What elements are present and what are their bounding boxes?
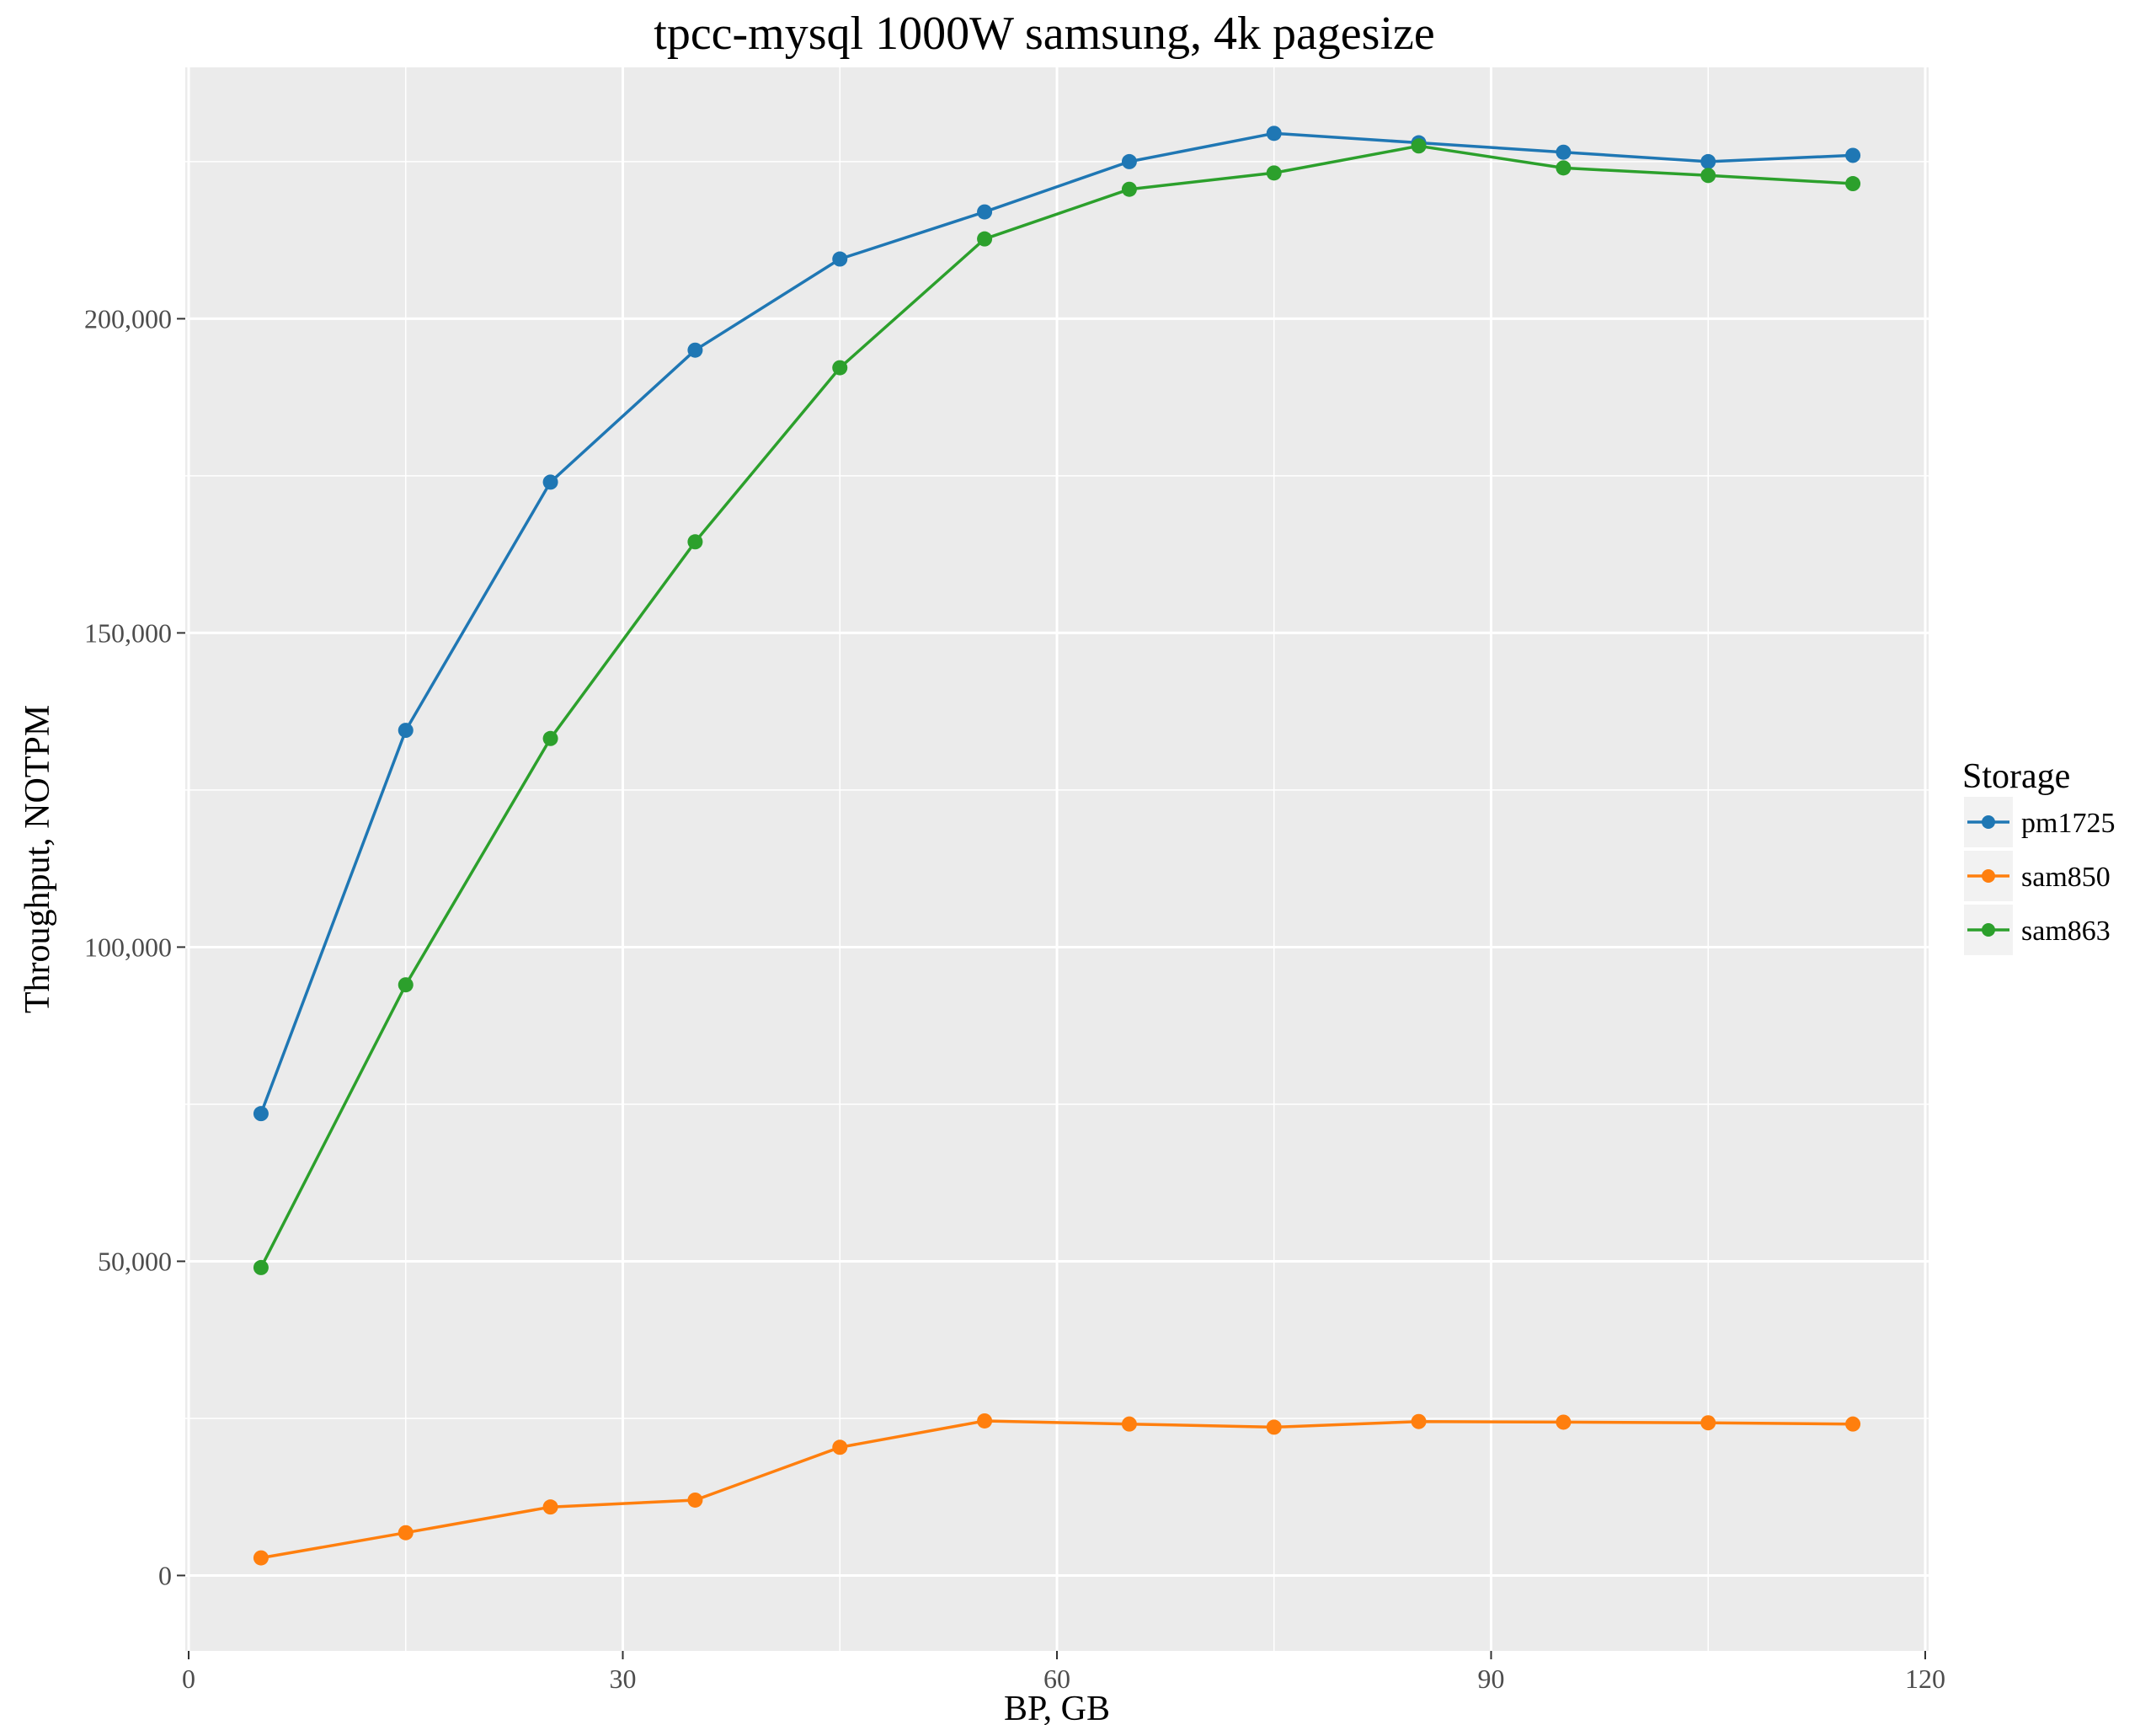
data-point-sam863 <box>687 534 703 550</box>
data-point-sam863 <box>1121 181 1137 197</box>
data-point-sam850 <box>542 1499 558 1515</box>
data-point-sam850 <box>977 1413 993 1429</box>
data-point-pm1725 <box>1556 144 1572 160</box>
data-point-pm1725 <box>542 474 558 490</box>
data-point-sam863 <box>398 977 414 993</box>
y-tick-label: 50,000 <box>98 1246 172 1276</box>
series-line-sam863 <box>259 144 1854 1268</box>
data-point-sam850 <box>832 1439 848 1455</box>
legend-label-pm1725: pm1725 <box>2021 808 2115 839</box>
legend-key-point <box>1982 923 1995 937</box>
data-point-pm1725 <box>1266 126 1282 142</box>
x-axis: 0 30 60 90 120 <box>182 1651 1945 1694</box>
data-point-sam850 <box>1700 1415 1716 1431</box>
chart-title: tpcc-mysql 1000W samsung, 4k pagesize <box>654 8 1434 60</box>
data-point-pm1725 <box>687 342 703 358</box>
data-point-pm1725 <box>1700 153 1716 169</box>
x-tick-label: 90 <box>1478 1664 1505 1694</box>
series-points <box>253 126 1861 1566</box>
data-point-pm1725 <box>253 1106 269 1122</box>
data-point-sam863 <box>1266 165 1282 181</box>
x-tick-label: 120 <box>1905 1664 1945 1694</box>
data-point-sam863 <box>832 360 848 376</box>
legend-title: Storage <box>1962 757 2070 796</box>
data-point-sam850 <box>1411 1413 1427 1429</box>
data-point-pm1725 <box>1845 147 1861 163</box>
x-tick-label: 30 <box>610 1664 637 1694</box>
y-axis-title: Throughput, NOTPM <box>19 705 57 1013</box>
y-tick-label: 200,000 <box>84 303 172 334</box>
legend-label-sam850: sam850 <box>2021 862 2111 893</box>
data-point-sam850 <box>1266 1419 1282 1435</box>
data-point-sam863 <box>1845 176 1861 192</box>
x-tick-label: 60 <box>1043 1664 1070 1694</box>
legend-key-point <box>1982 869 1995 883</box>
data-point-sam863 <box>253 1259 269 1275</box>
y-tick-label: 100,000 <box>84 932 172 962</box>
y-axis: 0 50,000 100,000 150,000 200,000 <box>84 303 185 1590</box>
data-point-sam850 <box>687 1492 703 1508</box>
data-point-sam863 <box>542 730 558 746</box>
legend-label-sam863: sam863 <box>2021 916 2111 947</box>
data-point-sam850 <box>1121 1416 1137 1432</box>
x-axis-title: BP, GB <box>1004 1690 1110 1725</box>
data-point-sam850 <box>398 1525 414 1541</box>
legend: Storage pm1725 sam850 sam863 <box>1962 757 2115 955</box>
data-point-sam863 <box>1411 138 1427 154</box>
y-tick-label: 0 <box>158 1560 172 1590</box>
grid-major <box>185 67 1929 1651</box>
legend-key-point <box>1982 815 1995 829</box>
data-point-pm1725 <box>832 251 848 267</box>
series-line-sam850 <box>260 1419 1854 1560</box>
data-point-sam863 <box>1700 168 1716 184</box>
data-point-pm1725 <box>977 204 993 220</box>
data-point-sam863 <box>977 231 993 247</box>
data-point-pm1725 <box>398 723 414 739</box>
y-tick-label: 150,000 <box>84 617 172 648</box>
series-lines <box>259 131 1854 1560</box>
data-point-sam850 <box>1556 1414 1572 1430</box>
data-point-sam863 <box>1556 160 1572 176</box>
series-line-pm1725 <box>259 131 1854 1114</box>
data-point-pm1725 <box>1121 153 1137 169</box>
x-tick-label: 0 <box>182 1664 195 1694</box>
data-point-sam850 <box>253 1550 269 1566</box>
data-point-sam850 <box>1845 1416 1861 1432</box>
